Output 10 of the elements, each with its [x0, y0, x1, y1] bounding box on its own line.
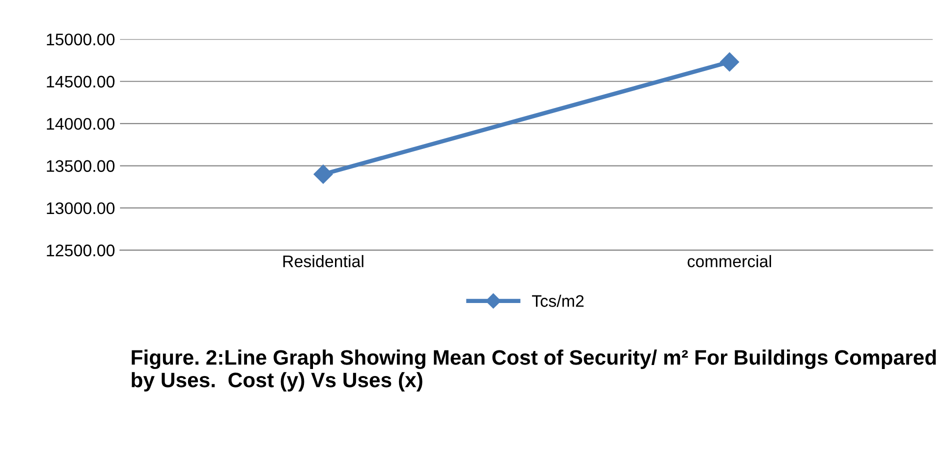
text: Figure. 2:Line Graph Showing Mean Cost of Security/ m² For Buildings Compared by Uses. Cost (y) Vs Uses (x) [132, 350, 936, 392]
x-tick-label: commercial [688, 255, 772, 268]
y-tick-label: 14000.00 [46, 118, 115, 130]
y-tick-label: 13500.00 [46, 160, 115, 172]
legend-label: Tcs/m2 [532, 294, 584, 307]
y-tick-label: 13000.00 [46, 202, 115, 214]
y-tick-label: 14500.00 [46, 76, 115, 88]
y-tick-label: 15000.00 [46, 34, 115, 46]
y-tick-label: 12500.00 [46, 244, 115, 256]
x-tick-label: Residential [283, 255, 364, 268]
